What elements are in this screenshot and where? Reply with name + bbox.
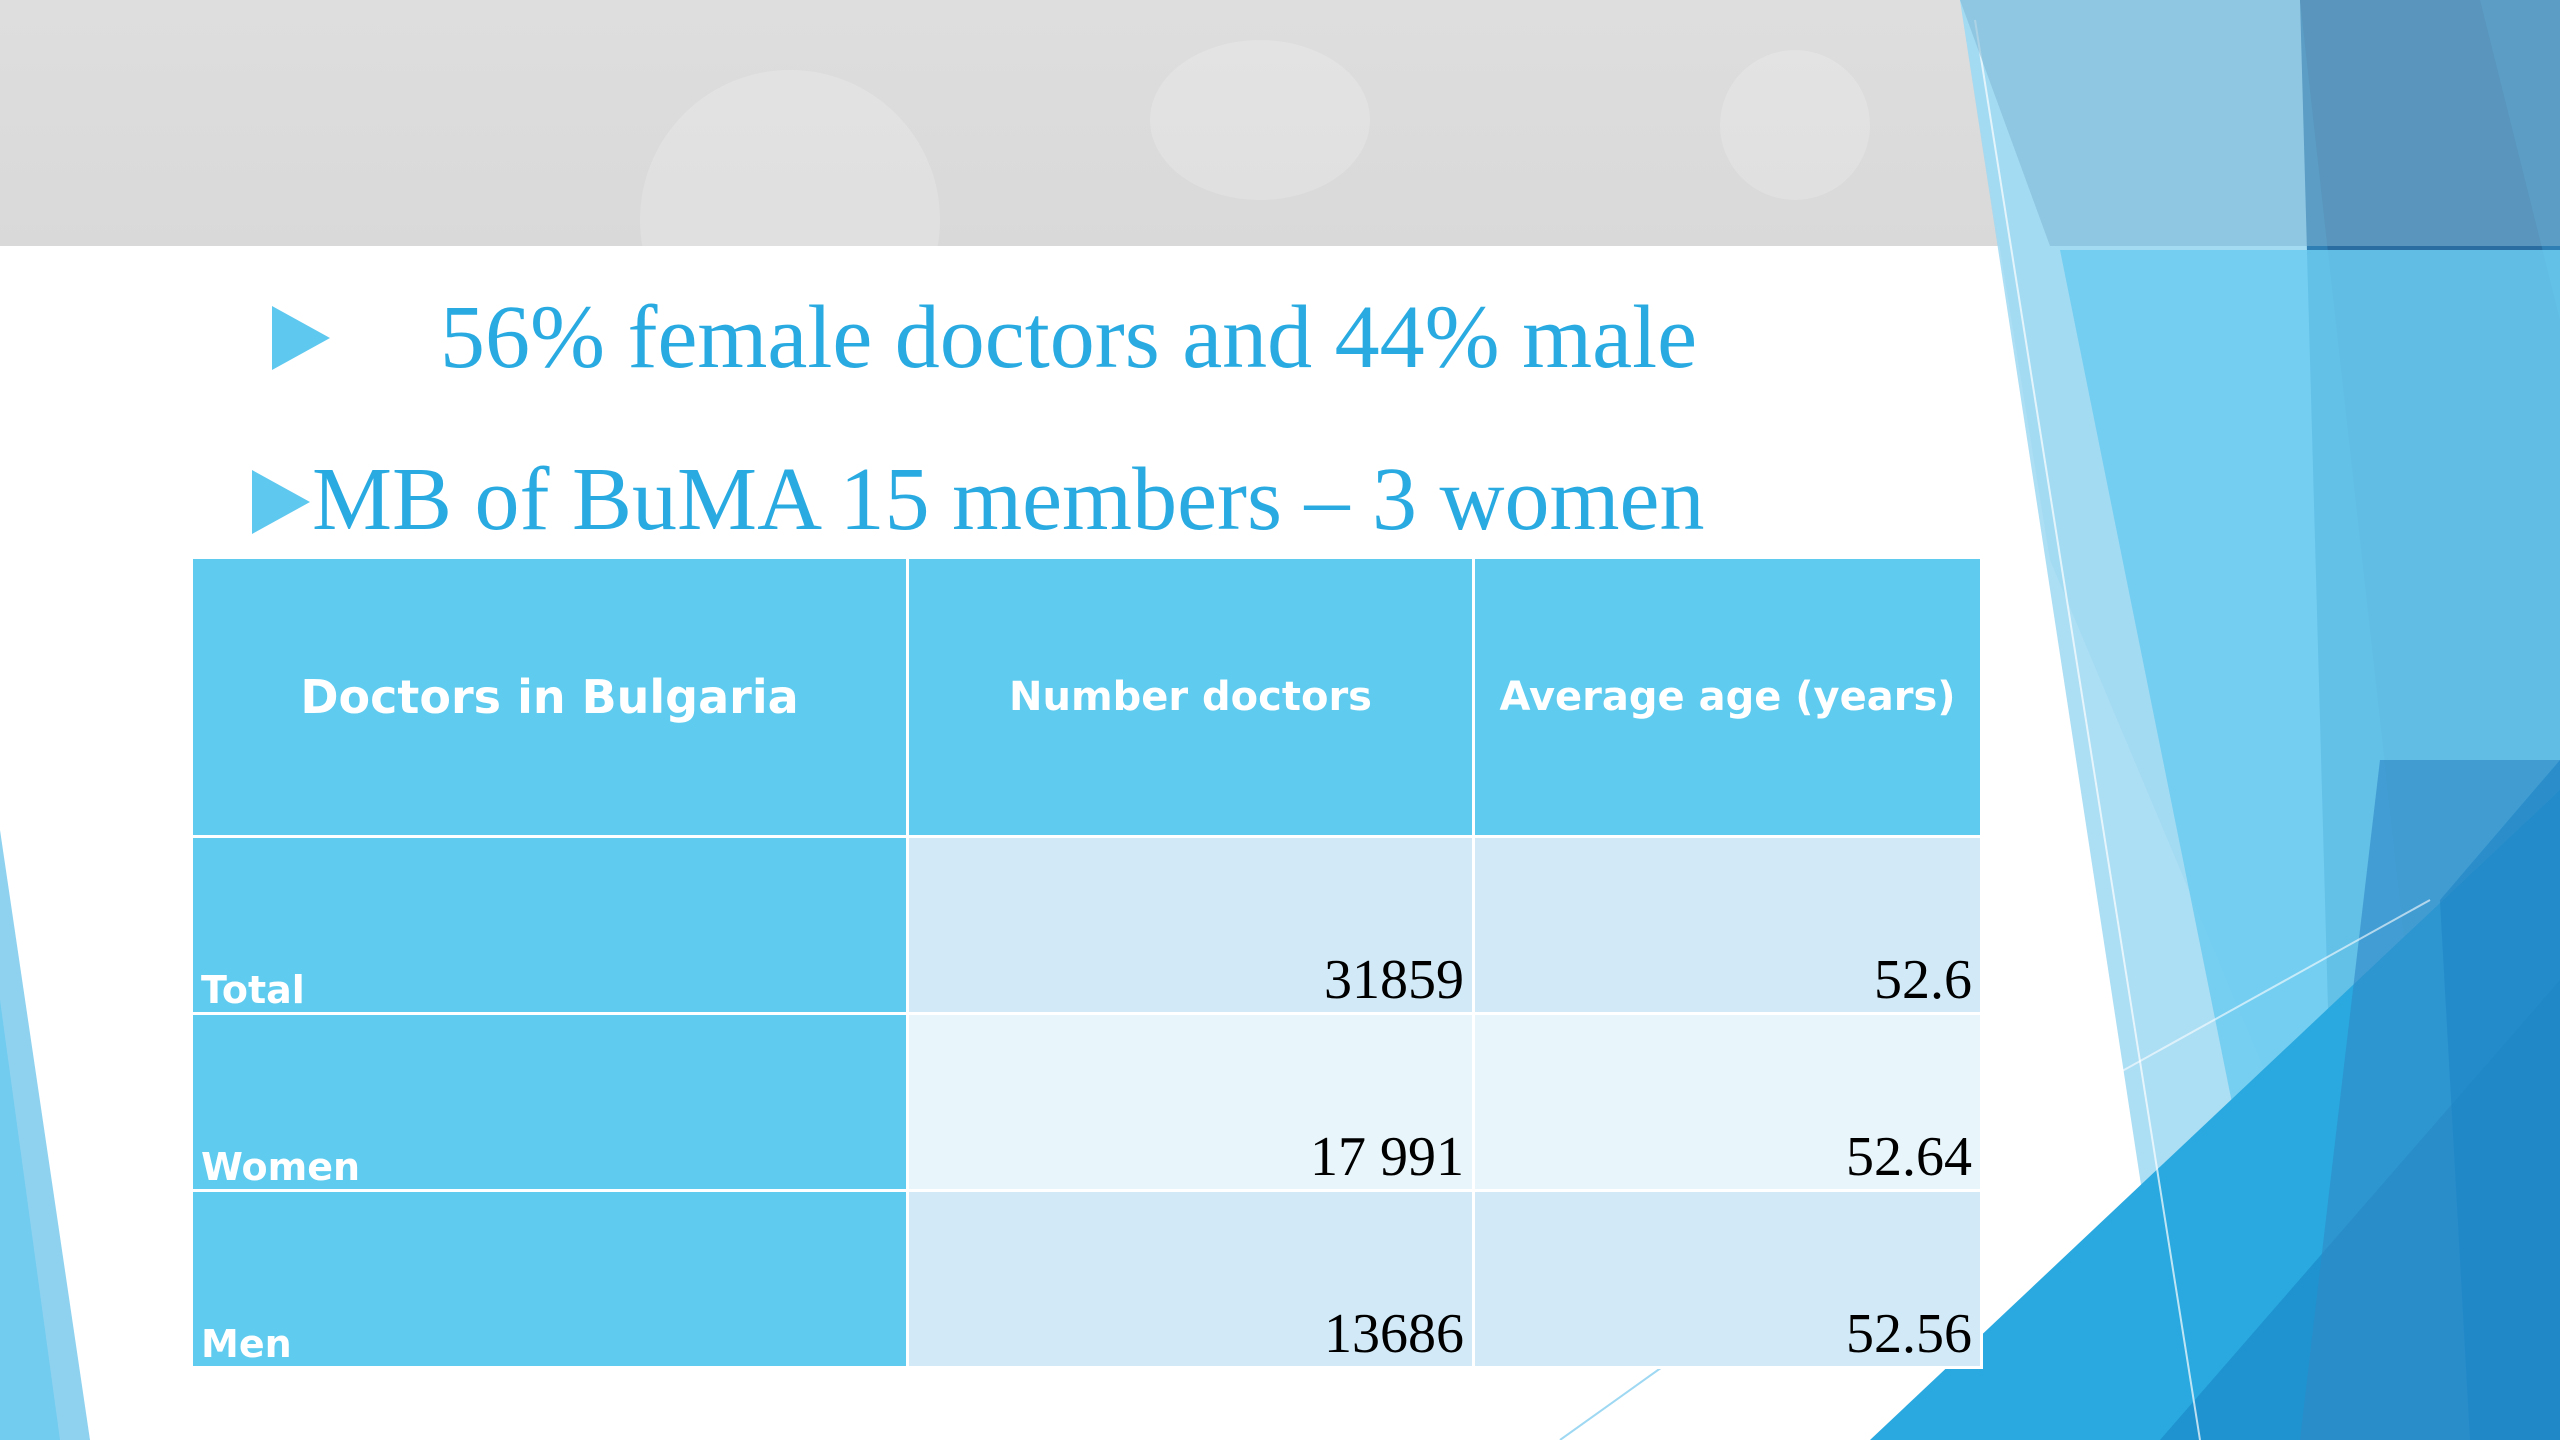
header-average-age: Average age (years) [1472,556,1983,838]
number-doctors-cell: 17 991 [906,1012,1475,1192]
banner-faint-shape [1720,50,1870,200]
bullet-text-1: 56% female doctors and 44% male [440,288,1698,387]
doctors-table: Doctors in Bulgaria Number doctors Avera… [190,556,1983,1369]
table-header-row: Doctors in Bulgaria Number doctors Avera… [190,556,1983,838]
average-age-cell: 52.64 [1472,1012,1983,1192]
number-doctors-cell: 13686 [906,1189,1475,1369]
number-doctors-cell: 31859 [906,835,1475,1015]
row-label: Total [190,835,909,1015]
average-age-cell: 52.56 [1472,1189,1983,1369]
row-label: Men [190,1189,909,1369]
header-doctors-in-bulgaria: Doctors in Bulgaria [190,556,909,838]
bullet-triangle-icon [272,306,330,370]
table-row: Total 31859 52.6 [190,835,1983,1015]
row-label: Women [190,1012,909,1192]
table-row: Men 13686 52.56 [190,1189,1983,1369]
bullet-text-2: MB of BuMA 15 members – 3 women [312,450,1705,549]
bullet-triangle-icon [252,470,310,534]
banner-faint-shape [640,70,940,370]
average-age-cell: 52.6 [1472,835,1983,1015]
banner-faint-shape [1150,40,1370,200]
header-number-doctors: Number doctors [906,556,1475,838]
table-row: Women 17 991 52.64 [190,1012,1983,1192]
